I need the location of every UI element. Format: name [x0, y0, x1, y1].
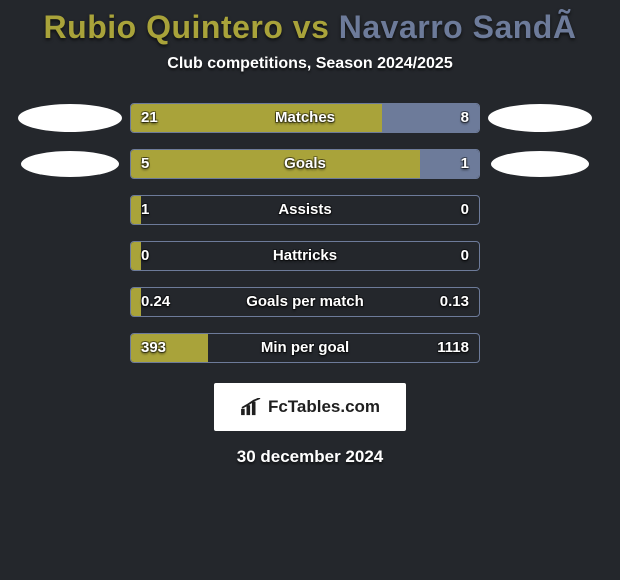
stat-value-right: 0: [461, 241, 469, 271]
branding-text: FcTables.com: [268, 397, 380, 417]
right-logo-cell: [480, 151, 600, 177]
date-label: 30 december 2024: [0, 447, 620, 467]
comparison-card: Rubio Quintero vs Navarro SandÃ Club com…: [0, 0, 620, 467]
stat-value-left: 1: [141, 195, 149, 225]
stat-row: 21 Matches 8: [10, 103, 610, 133]
club-logo-left: [21, 151, 119, 177]
stat-label: Min per goal: [261, 333, 349, 363]
branding-badge: FcTables.com: [214, 383, 406, 431]
title-player2: Navarro SandÃ: [339, 9, 577, 45]
stat-row: 1 Assists 0: [10, 195, 610, 225]
stat-value-left: 393: [141, 333, 166, 363]
branding-chart-icon: [240, 398, 262, 416]
title-vs: vs: [293, 9, 330, 45]
stat-label: Matches: [275, 103, 335, 133]
stat-label: Assists: [278, 195, 331, 225]
bar-fill-left: [131, 196, 141, 224]
stats-rows: 21 Matches 8 5 Goals 1 1 Assists 0 0 Hattricks 0 0.2…: [10, 103, 610, 379]
stat-bar: 393 Min per goal 1118: [130, 333, 480, 363]
stat-bar: 5 Goals 1: [130, 149, 480, 179]
stat-row: 5 Goals 1: [10, 149, 610, 179]
stat-row: 0 Hattricks 0: [10, 241, 610, 271]
stat-value-right: 0: [461, 195, 469, 225]
bar-fill-right: [420, 150, 479, 178]
left-logo-cell: [10, 151, 130, 177]
stat-bar: 21 Matches 8: [130, 103, 480, 133]
stat-value-left: 0: [141, 241, 149, 271]
page-title: Rubio Quintero vs Navarro SandÃ: [0, 6, 620, 55]
stat-value-right: 1: [461, 149, 469, 179]
bar-fill-left: [131, 104, 382, 132]
bar-fill-left: [131, 150, 420, 178]
stat-value-right: 1118: [437, 333, 469, 363]
stat-bar: 1 Assists 0: [130, 195, 480, 225]
stat-label: Goals per match: [246, 287, 364, 317]
stat-bar: 0.24 Goals per match 0.13: [130, 287, 480, 317]
stat-value-left: 5: [141, 149, 149, 179]
stat-value-left: 0.24: [141, 287, 170, 317]
stat-bar: 0 Hattricks 0: [130, 241, 480, 271]
stat-label: Hattricks: [273, 241, 337, 271]
right-logo-cell: [480, 104, 600, 132]
subtitle: Club competitions, Season 2024/2025: [0, 55, 620, 73]
stat-value-left: 21: [141, 103, 158, 133]
left-logo-cell: [10, 104, 130, 132]
stat-row: 393 Min per goal 1118: [10, 333, 610, 363]
stat-label: Goals: [284, 149, 326, 179]
title-player1: Rubio Quintero: [44, 9, 284, 45]
stat-row: 0.24 Goals per match 0.13: [10, 287, 610, 317]
stat-value-right: 8: [461, 103, 469, 133]
club-logo-right: [488, 104, 592, 132]
club-logo-right: [491, 151, 589, 177]
bar-fill-left: [131, 288, 141, 316]
bar-fill-left: [131, 242, 141, 270]
club-logo-left: [18, 104, 122, 132]
stat-value-right: 0.13: [440, 287, 469, 317]
